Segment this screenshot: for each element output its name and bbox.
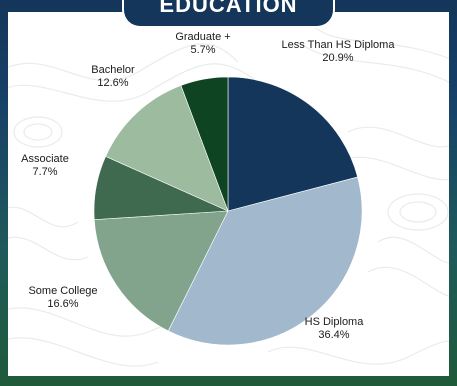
title-tab: EDUCATION xyxy=(122,0,335,28)
pie-slice-bachelor xyxy=(105,85,229,212)
slice-label-graduate: Graduate + xyxy=(175,31,230,43)
pie-slice-less-than-hs-diploma xyxy=(227,76,358,212)
slice-value-bachelor: 12.6% xyxy=(97,77,128,89)
slice-value-some-college: 16.6% xyxy=(47,298,78,310)
slice-value-graduate: 5.7% xyxy=(190,44,215,56)
pie-slice-hs-diploma xyxy=(167,176,363,346)
slice-value-hs-diploma: 36.4% xyxy=(318,329,349,341)
slice-label-bachelor: Bachelor xyxy=(91,64,135,76)
slice-label-hs-diploma: HS Diploma xyxy=(305,316,365,328)
slice-value-associate: 7.7% xyxy=(32,166,57,178)
slice-label-some-college: Some College xyxy=(28,285,97,297)
chart-title: EDUCATION xyxy=(159,0,298,17)
contour-background xyxy=(8,21,449,367)
slice-label-associate: Associate xyxy=(21,153,69,165)
slice-value-less-than-hs-diploma: 20.9% xyxy=(322,52,353,64)
pie-slice-graduate xyxy=(180,76,229,212)
pie-slice-some-college xyxy=(93,210,229,332)
slice-label-less-than-hs-diploma: Less Than HS Diploma xyxy=(282,39,396,51)
